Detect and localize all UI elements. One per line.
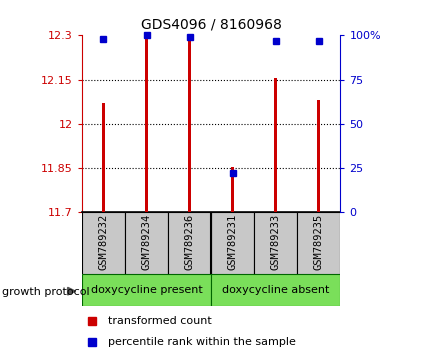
Bar [211, 274, 340, 306]
Text: percentile rank within the sample: percentile rank within the sample [108, 337, 295, 348]
Title: GDS4096 / 8160968: GDS4096 / 8160968 [141, 17, 281, 32]
Text: transformed count: transformed count [108, 316, 211, 326]
Text: GSM789235: GSM789235 [313, 214, 323, 270]
Text: GSM789232: GSM789232 [98, 214, 108, 270]
Bar [273, 78, 277, 212]
Text: doxycycline absent: doxycycline absent [221, 285, 329, 295]
Text: GSM789234: GSM789234 [141, 214, 151, 270]
Bar [82, 212, 125, 274]
Bar [254, 212, 297, 274]
Bar [144, 37, 148, 212]
Bar [297, 212, 340, 274]
Bar [230, 167, 234, 212]
Bar [82, 274, 211, 306]
Bar [187, 37, 190, 212]
Bar [211, 212, 254, 274]
Text: doxycycline present: doxycycline present [90, 285, 202, 295]
Text: GSM789236: GSM789236 [184, 214, 194, 270]
Bar [316, 100, 320, 212]
Text: GSM789233: GSM789233 [270, 214, 280, 270]
Text: GSM789231: GSM789231 [227, 214, 237, 270]
Bar [125, 212, 168, 274]
Bar [101, 103, 105, 212]
Bar [168, 212, 211, 274]
Text: growth protocol: growth protocol [2, 287, 89, 297]
